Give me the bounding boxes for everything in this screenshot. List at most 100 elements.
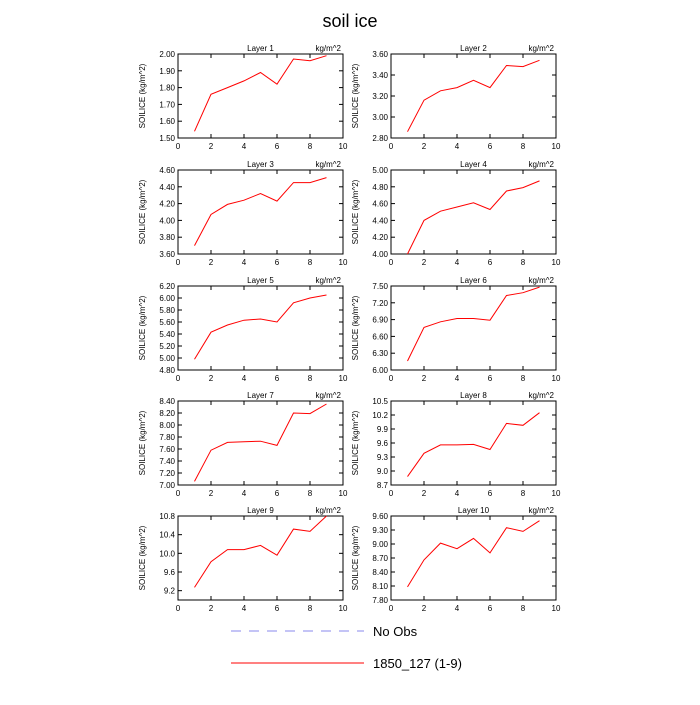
y-axis-label: SOILICE (kg/m^2) (351, 63, 360, 128)
x-tick-label: 4 (455, 604, 460, 613)
x-tick-label: 2 (422, 489, 427, 498)
x-tick-label: 0 (389, 142, 394, 151)
chart-panel-7: Layer 7 kg/m^2 SOILICE (kg/m^2) 0 2 4 6 8 10 7.00… (138, 391, 348, 498)
x-tick-label: 4 (242, 142, 247, 151)
x-tick-label: 8 (308, 258, 313, 267)
x-tick-label: 10 (339, 604, 348, 613)
x-tick-label: 4 (242, 258, 247, 267)
y-tick-label: 7.20 (372, 299, 388, 308)
y-axis-label: SOILICE (kg/m^2) (138, 525, 147, 590)
panel-title: Layer 7 (247, 391, 274, 400)
x-tick-label: 2 (209, 142, 214, 151)
y-tick-label: 5.00 (372, 166, 388, 175)
x-tick-label: 0 (389, 374, 394, 383)
legend-label: No Obs (373, 624, 418, 639)
x-tick-label: 4 (455, 258, 460, 267)
y-tick-label: 1.90 (159, 67, 175, 76)
y-tick-label: 3.20 (372, 92, 388, 101)
y-tick-label: 7.00 (159, 481, 175, 490)
x-tick-label: 8 (308, 142, 313, 151)
x-tick-label: 6 (275, 142, 280, 151)
x-tick-label: 10 (552, 374, 561, 383)
chart-panel-4: Layer 4 kg/m^2 SOILICE (kg/m^2) 0 2 4 6 8 10 4.00… (351, 160, 561, 267)
plot-frame (177, 515, 344, 601)
x-tick-label: 2 (209, 604, 214, 613)
panel-units-label: kg/m^2 (528, 276, 554, 285)
y-tick-label: 9.30 (372, 526, 388, 535)
chart-panel-3: Layer 3 kg/m^2 SOILICE (kg/m^2) 0 2 4 6 8 10 3.60… (138, 160, 348, 267)
x-tick-label: 8 (521, 142, 526, 151)
panel-units-label: kg/m^2 (315, 391, 341, 400)
chart-panel-10: Layer 10 kg/m^2 SOILICE (kg/m^2) 0 2 4 6 8 10 7.8… (351, 506, 561, 613)
x-tick-label: 2 (422, 604, 427, 613)
panel-units-label: kg/m^2 (315, 44, 341, 53)
panel-title: Layer 6 (460, 276, 487, 285)
chart-panel-2: Layer 2 kg/m^2 SOILICE (kg/m^2) 0 2 4 6 8 10 2.80… (351, 44, 561, 151)
y-tick-label: 4.40 (372, 216, 388, 225)
y-tick-label: 5.60 (159, 318, 175, 327)
series-line (407, 286, 540, 362)
y-axis-label: SOILICE (kg/m^2) (138, 295, 147, 360)
plot-frame (390, 400, 557, 486)
x-tick-label: 2 (422, 142, 427, 151)
x-tick-label: 6 (275, 258, 280, 267)
plot-frame (177, 53, 344, 139)
legend: No Obs 1850_127 (1-9) (231, 624, 462, 671)
chart-panel-6: Layer 6 kg/m^2 SOILICE (kg/m^2) 0 2 4 6 8 10 6.00… (351, 276, 561, 383)
x-tick-label: 8 (308, 374, 313, 383)
y-axis-label: SOILICE (kg/m^2) (351, 179, 360, 244)
plot-frame (390, 169, 557, 255)
chart-panel-9: Layer 9 kg/m^2 SOILICE (kg/m^2) 0 2 4 6 8 10 9.2 9… (138, 506, 348, 613)
x-tick-label: 8 (521, 489, 526, 498)
y-tick-label: 4.00 (159, 216, 175, 225)
x-tick-label: 2 (209, 258, 214, 267)
y-tick-label: 3.00 (372, 113, 388, 122)
y-tick-label: 4.00 (372, 250, 388, 259)
x-tick-label: 4 (242, 374, 247, 383)
y-tick-label: 5.00 (159, 354, 175, 363)
panel-units-label: kg/m^2 (315, 506, 341, 515)
y-tick-label: 8.40 (372, 568, 388, 577)
x-tick-label: 8 (308, 604, 313, 613)
plot-frame (177, 400, 344, 486)
y-tick-label: 3.60 (159, 250, 175, 259)
y-tick-label: 4.60 (159, 166, 175, 175)
x-tick-label: 2 (422, 374, 427, 383)
series-line (194, 177, 327, 246)
x-tick-label: 10 (552, 604, 561, 613)
x-tick-label: 8 (521, 258, 526, 267)
y-tick-label: 1.80 (159, 84, 175, 93)
x-tick-label: 8 (308, 489, 313, 498)
panel-title: Layer 4 (460, 160, 487, 169)
series-line (407, 180, 540, 255)
x-tick-label: 6 (488, 258, 493, 267)
y-tick-label: 3.80 (159, 233, 175, 242)
y-tick-label: 9.00 (372, 540, 388, 549)
y-tick-label: 1.60 (159, 117, 175, 126)
y-tick-label: 4.80 (159, 366, 175, 375)
y-tick-label: 1.70 (159, 100, 175, 109)
x-tick-label: 6 (488, 374, 493, 383)
x-tick-label: 6 (275, 374, 280, 383)
x-tick-label: 0 (176, 604, 181, 613)
x-tick-label: 0 (389, 604, 394, 613)
x-tick-label: 0 (176, 258, 181, 267)
x-tick-label: 4 (455, 142, 460, 151)
panel-units-label: kg/m^2 (315, 160, 341, 169)
x-tick-label: 0 (389, 489, 394, 498)
plot-frame (390, 515, 557, 601)
y-tick-label: 4.60 (372, 200, 388, 209)
plot-frame (390, 285, 557, 371)
y-tick-label: 8.40 (159, 397, 175, 406)
y-tick-label: 4.20 (159, 200, 175, 209)
y-tick-label: 5.80 (159, 306, 175, 315)
y-tick-label: 5.20 (159, 342, 175, 351)
x-tick-label: 6 (488, 604, 493, 613)
y-tick-label: 8.10 (372, 582, 388, 591)
x-tick-label: 0 (389, 258, 394, 267)
y-tick-label: 6.00 (372, 366, 388, 375)
x-tick-label: 4 (242, 489, 247, 498)
x-tick-label: 2 (209, 374, 214, 383)
y-tick-label: 3.60 (372, 50, 388, 59)
y-tick-label: 1.50 (159, 134, 175, 143)
